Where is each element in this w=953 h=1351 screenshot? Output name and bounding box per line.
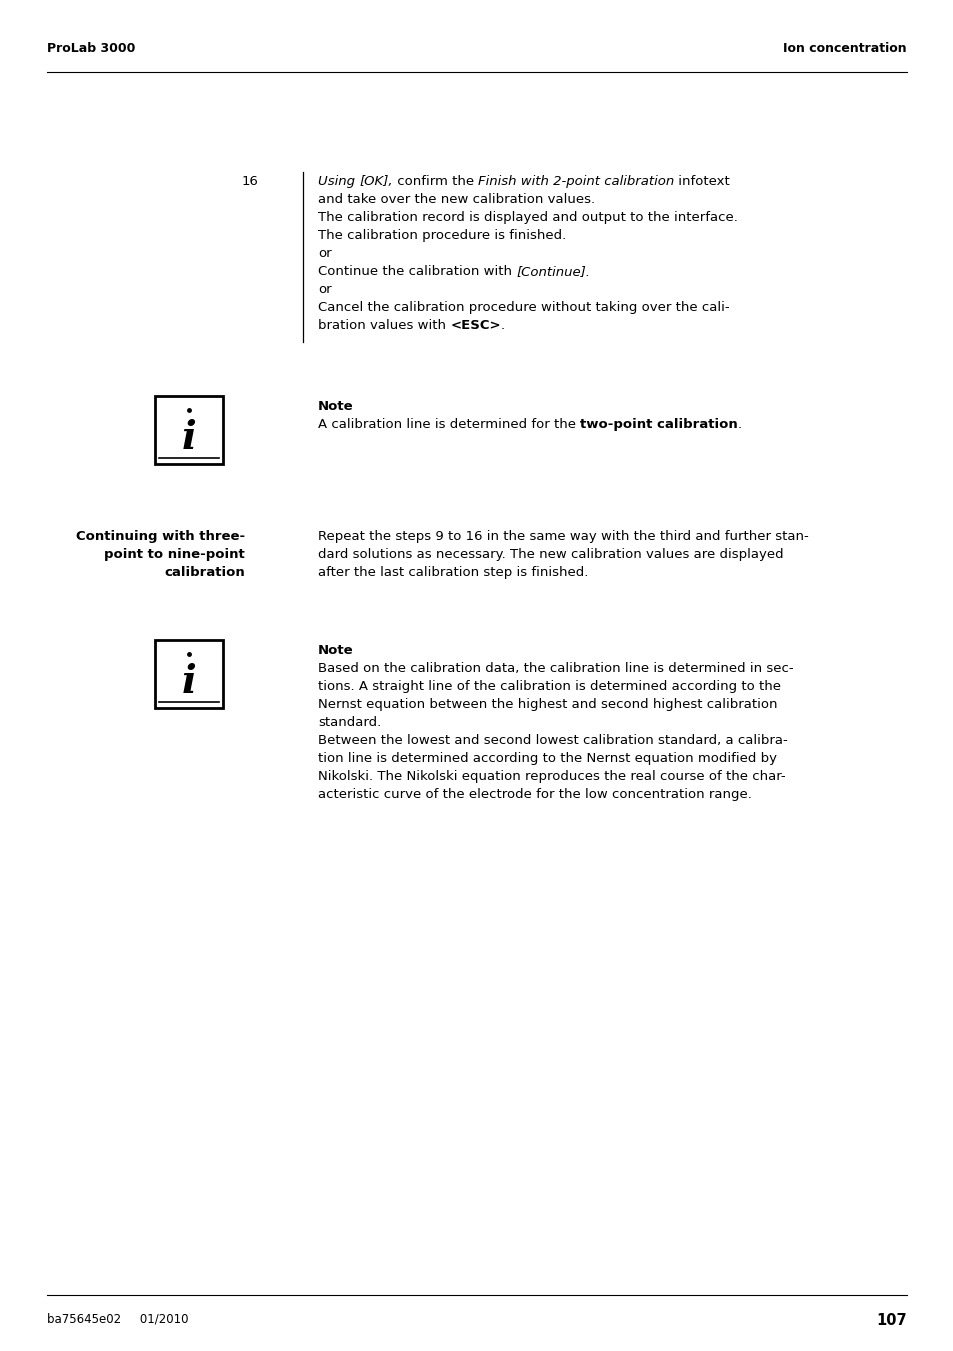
Text: [Continue].: [Continue].: [516, 265, 590, 278]
Text: 107: 107: [876, 1313, 906, 1328]
Text: tion line is determined according to the Nernst equation modified by: tion line is determined according to the…: [317, 753, 776, 765]
Text: [OK],: [OK],: [359, 176, 393, 188]
Text: A calibration line is determined for the: A calibration line is determined for the: [317, 417, 579, 431]
Text: after the last calibration step is finished.: after the last calibration step is finis…: [317, 566, 588, 580]
Text: Cancel the calibration procedure without taking over the cali-: Cancel the calibration procedure without…: [317, 301, 729, 313]
Bar: [154, 640, 223, 708]
Text: Continue the calibration with: Continue the calibration with: [317, 265, 516, 278]
Text: infotext: infotext: [674, 176, 729, 188]
Text: ProLab 3000: ProLab 3000: [47, 42, 135, 55]
Text: Based on the calibration data, the calibration line is determined in sec-: Based on the calibration data, the calib…: [317, 662, 793, 676]
Text: bration values with: bration values with: [317, 319, 450, 332]
Text: Nernst equation between the highest and second highest calibration: Nernst equation between the highest and …: [317, 698, 777, 711]
Text: i: i: [181, 663, 196, 701]
Text: .: .: [738, 417, 741, 431]
Text: Ion concentration: Ion concentration: [782, 42, 906, 55]
Text: 16: 16: [241, 176, 257, 188]
Text: two-point calibration: two-point calibration: [579, 417, 738, 431]
Text: The calibration procedure is finished.: The calibration procedure is finished.: [317, 230, 566, 242]
Text: i: i: [181, 419, 196, 457]
Text: The calibration record is displayed and output to the interface.: The calibration record is displayed and …: [317, 211, 737, 224]
Text: acteristic curve of the electrode for the low concentration range.: acteristic curve of the electrode for th…: [317, 788, 751, 801]
Text: <ESC>: <ESC>: [450, 319, 500, 332]
Text: .: .: [500, 319, 504, 332]
Text: or: or: [317, 247, 332, 259]
Text: tions. A straight line of the calibration is determined according to the: tions. A straight line of the calibratio…: [317, 680, 781, 693]
Text: Nikolski. The Nikolski equation reproduces the real course of the char-: Nikolski. The Nikolski equation reproduc…: [317, 770, 785, 784]
Bar: [154, 396, 223, 463]
Text: standard.: standard.: [317, 716, 381, 730]
Text: Continuing with three-: Continuing with three-: [76, 530, 245, 543]
Text: Finish with 2-point calibration: Finish with 2-point calibration: [477, 176, 674, 188]
Text: Between the lowest and second lowest calibration standard, a calibra-: Between the lowest and second lowest cal…: [317, 734, 787, 747]
Text: Note: Note: [317, 644, 354, 657]
Text: Repeat the steps 9 to 16 in the same way with the third and further stan-: Repeat the steps 9 to 16 in the same way…: [317, 530, 808, 543]
Text: dard solutions as necessary. The new calibration values are displayed: dard solutions as necessary. The new cal…: [317, 549, 782, 561]
Text: ba75645e02     01/2010: ba75645e02 01/2010: [47, 1313, 189, 1325]
Text: Using: Using: [317, 176, 359, 188]
Text: calibration: calibration: [164, 566, 245, 580]
Text: and take over the new calibration values.: and take over the new calibration values…: [317, 193, 595, 205]
Text: or: or: [317, 282, 332, 296]
Text: confirm the: confirm the: [393, 176, 477, 188]
Text: Note: Note: [317, 400, 354, 413]
Text: point to nine-point: point to nine-point: [104, 549, 245, 561]
